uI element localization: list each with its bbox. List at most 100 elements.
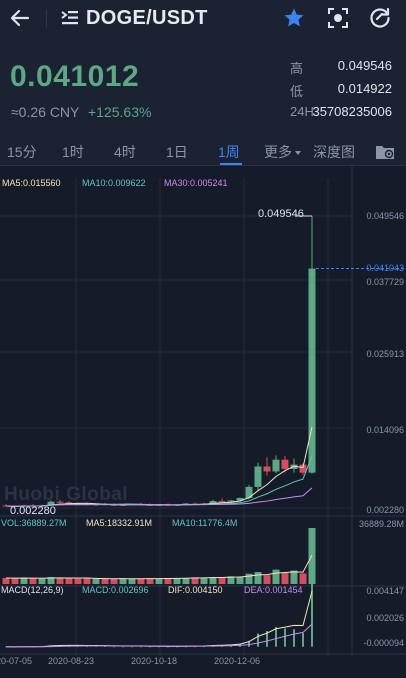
moving-average-lines [5, 426, 313, 507]
candle-body [218, 501, 226, 503]
price-tick-3: 0.025913 [366, 349, 404, 359]
macd-histogram-bar [302, 633, 304, 647]
price-tick-5: 0.002280 [366, 505, 404, 515]
tab-4hour[interactable]: 4时 [114, 144, 136, 160]
favorite-star-icon[interactable] [282, 6, 306, 30]
x-tick-3: 2020-10-18 [131, 656, 178, 666]
volume-24h-value: 35708235006 [312, 104, 392, 119]
volume-bar [209, 577, 217, 584]
screenshot-icon[interactable] [326, 6, 350, 30]
tabs-divider [0, 165, 406, 166]
vol-ma5-legend: MA5:18332.91M [86, 518, 153, 528]
back-arrow-icon[interactable] [8, 6, 32, 30]
volume-bar [182, 577, 190, 584]
kline-chart[interactable] [0, 166, 406, 678]
volume-bar [92, 578, 100, 584]
ma-line [5, 487, 313, 507]
candle-body [209, 501, 217, 504]
volume-bar [191, 577, 199, 584]
tab-1hour[interactable]: 1时 [62, 144, 84, 160]
high-annotation: 0.049546 [258, 208, 304, 220]
volume-bar [236, 576, 244, 584]
price-tick-2: 0.037729 [366, 277, 404, 287]
volume-bar [56, 577, 64, 584]
macd-histogram-bar [257, 633, 259, 647]
volume-bar [200, 577, 208, 584]
trading-pair-title[interactable]: DOGE/USDT [86, 7, 208, 29]
candle-body [182, 503, 190, 505]
dea-line [5, 623, 313, 648]
macd-histogram-bar [185, 646, 187, 648]
volume-bar [137, 578, 145, 584]
low-value: 0.014922 [337, 81, 392, 96]
macd-tick-1: 0.004147 [366, 586, 404, 596]
volume-bar [29, 578, 37, 584]
tab-1day[interactable]: 1日 [166, 144, 188, 160]
x-tick-1: 2020-07-05 [0, 656, 33, 666]
volume-bar [227, 576, 235, 584]
volume-bar [2, 577, 10, 584]
volume-bar [101, 578, 109, 584]
dropdown-triangle-icon [295, 151, 301, 156]
volume-bar [83, 578, 91, 584]
macd-histogram-bar [158, 646, 160, 648]
macd-histogram-bar [266, 631, 268, 647]
volume-bar [65, 578, 73, 584]
macd-histogram-bar [140, 646, 142, 648]
candlestick-series [2, 215, 406, 508]
macd-histogram-bar [176, 646, 178, 648]
macd-histogram-bar [203, 646, 205, 648]
macd-value: MACD:0.002696 [82, 585, 149, 595]
kline-chart-canvas [0, 166, 406, 656]
volume-bar [245, 573, 253, 584]
candle-body [47, 501, 55, 506]
macd-tick-2: 0.002026 [366, 613, 404, 623]
market-list-icon[interactable] [61, 9, 79, 27]
ma10-legend: MA10:0.009622 [82, 178, 146, 188]
volume-bar [20, 577, 28, 584]
ma5-legend: MA5:0.015560 [2, 178, 61, 188]
macd-histogram-bar [293, 629, 295, 647]
price-change-percent: +125.63% [88, 104, 152, 120]
volume-bar [173, 578, 181, 584]
last-price: 0.041012 [10, 60, 140, 93]
tab-more-label: 更多 [264, 144, 292, 160]
volume-bar [164, 578, 172, 584]
tab-15min[interactable]: 15分 [7, 144, 37, 160]
price-tick-4: 0.014096 [366, 425, 404, 435]
period-tabs: 15分 1时 4时 1日 1周 更多 深度图 [0, 138, 406, 165]
chart-settings-icon[interactable] [374, 140, 396, 162]
low-label: 低 [290, 84, 304, 99]
macd-histogram-bar [167, 646, 169, 648]
volume-bar [254, 572, 262, 584]
candle-body [272, 459, 280, 472]
candle-body [56, 501, 64, 503]
macd-histogram-bar [122, 646, 124, 648]
tab-1week[interactable]: 1周 [218, 144, 240, 160]
header-divider [46, 10, 47, 28]
macd-histogram-bar [104, 646, 106, 648]
candle-body [236, 497, 244, 501]
chart-grid [0, 166, 406, 656]
tab-more[interactable]: 更多 [264, 142, 301, 162]
vol-ma10-legend: MA10:11776.4M [172, 518, 238, 528]
current-price-tag: 0.041043 [366, 263, 404, 273]
refresh-icon[interactable] [368, 6, 392, 30]
volume-bar [218, 577, 226, 584]
volume-bar [11, 578, 19, 584]
vol-legend: VOL:36889.27M [1, 518, 67, 528]
candle-body [74, 503, 82, 505]
top-bar: DOGE/USDT [0, 0, 406, 40]
candle-body [2, 505, 10, 507]
active-tab-indicator [220, 163, 242, 165]
dea-value: DEA:0.001454 [244, 585, 303, 595]
volume-bar [272, 569, 280, 584]
candle-body [65, 502, 73, 504]
candle-body [254, 466, 262, 487]
candle-body [227, 500, 235, 502]
macd-histogram-bar [149, 646, 151, 648]
macd-tick-3: -0.000094 [363, 638, 404, 648]
volume-bar [128, 578, 136, 584]
tab-depth-chart[interactable]: 深度图 [313, 144, 355, 160]
macd-series [5, 580, 313, 648]
